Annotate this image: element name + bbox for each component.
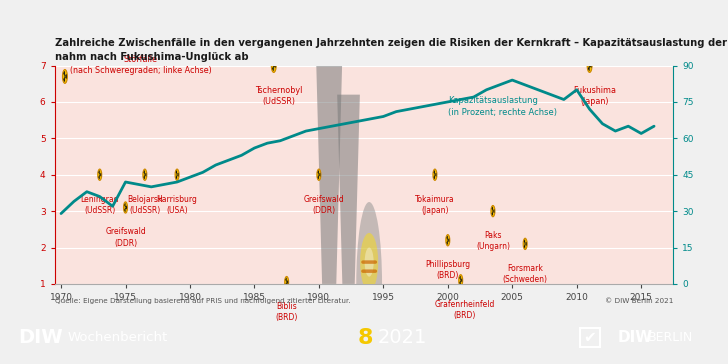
Wedge shape — [63, 78, 65, 82]
Text: ✔: ✔ — [584, 330, 596, 345]
Text: 8: 8 — [358, 328, 373, 348]
Text: Tschernobyl
(UdSSR): Tschernobyl (UdSSR) — [256, 86, 303, 106]
Text: Quelle: Eigene Darstellung basierend auf PRIS und nachfolgend zitierter Literatu: Quelle: Eigene Darstellung basierend auf… — [55, 298, 350, 304]
Wedge shape — [524, 245, 525, 248]
Circle shape — [144, 173, 146, 177]
Wedge shape — [317, 170, 319, 174]
Wedge shape — [434, 175, 435, 179]
Circle shape — [285, 277, 288, 288]
Circle shape — [272, 59, 276, 72]
Text: Paks
(Ungarn): Paks (Ungarn) — [476, 231, 510, 251]
Circle shape — [459, 274, 463, 286]
Circle shape — [447, 238, 448, 242]
Text: Fukushima
(Japan): Fukushima (Japan) — [573, 86, 617, 106]
Text: Harrisburg
(USA): Harrisburg (USA) — [157, 195, 197, 215]
Ellipse shape — [360, 233, 378, 291]
Wedge shape — [461, 278, 462, 282]
Wedge shape — [590, 63, 592, 68]
Wedge shape — [459, 281, 461, 285]
Circle shape — [446, 234, 450, 246]
Wedge shape — [175, 170, 177, 174]
Circle shape — [523, 238, 527, 250]
Text: 2021: 2021 — [378, 328, 427, 347]
Text: Belojarsk
(UdSSR): Belojarsk (UdSSR) — [127, 195, 162, 215]
Circle shape — [64, 74, 66, 79]
Wedge shape — [588, 67, 590, 71]
Text: Leningrad
(UdSSR): Leningrad (UdSSR) — [81, 195, 119, 215]
Ellipse shape — [356, 202, 382, 364]
Wedge shape — [124, 203, 125, 207]
Text: Kapazitätsauslastung
(in Prozent; rechte Achse): Kapazitätsauslastung (in Prozent; rechte… — [448, 96, 557, 116]
Wedge shape — [124, 208, 125, 212]
Wedge shape — [446, 236, 448, 240]
Circle shape — [286, 280, 288, 284]
Wedge shape — [285, 278, 287, 281]
Wedge shape — [126, 205, 127, 210]
Circle shape — [491, 205, 495, 217]
Circle shape — [98, 169, 102, 180]
Text: © DIW Berlin 2021: © DIW Berlin 2021 — [605, 298, 673, 304]
Wedge shape — [588, 60, 590, 64]
Wedge shape — [143, 170, 145, 174]
Wedge shape — [274, 63, 276, 68]
Text: DIW: DIW — [618, 330, 653, 345]
Wedge shape — [448, 238, 449, 242]
Wedge shape — [446, 241, 448, 245]
Circle shape — [125, 206, 126, 209]
Text: Tokaimura
(Japan): Tokaimura (Japan) — [415, 195, 455, 215]
Circle shape — [124, 202, 127, 213]
Wedge shape — [63, 71, 65, 75]
Wedge shape — [66, 74, 67, 79]
Text: Greifswald
(DDR): Greifswald (DDR) — [304, 195, 344, 215]
Text: Grafenrheinfeld
(BRD): Grafenrheinfeld (BRD) — [435, 300, 495, 320]
Circle shape — [589, 63, 590, 68]
Wedge shape — [317, 175, 319, 179]
Text: DIW: DIW — [18, 328, 63, 347]
Wedge shape — [491, 207, 493, 210]
Polygon shape — [337, 95, 360, 284]
Circle shape — [175, 169, 179, 180]
Circle shape — [63, 70, 68, 83]
Text: Störfälle
(nach Schweregraden; linke Achse): Störfälle (nach Schweregraden; linke Ach… — [70, 55, 212, 75]
Polygon shape — [316, 66, 342, 284]
Text: Greifswald
(DDR): Greifswald (DDR) — [105, 228, 146, 248]
Wedge shape — [524, 240, 525, 243]
Text: Biblis
(BRD): Biblis (BRD) — [275, 302, 298, 322]
Text: Forsmark
(Schweden): Forsmark (Schweden) — [502, 264, 547, 284]
Text: Zahlreiche Zwischenfälle in den vergangenen Jahrzehnten zeigen die Risiken der K: Zahlreiche Zwischenfälle in den vergange… — [55, 38, 728, 62]
Circle shape — [492, 209, 494, 213]
Wedge shape — [175, 175, 177, 179]
Circle shape — [433, 169, 437, 180]
Text: Wochenbericht: Wochenbericht — [68, 331, 168, 344]
Circle shape — [460, 278, 462, 282]
Circle shape — [587, 59, 592, 72]
Wedge shape — [435, 173, 437, 177]
Wedge shape — [98, 175, 100, 179]
Circle shape — [176, 173, 178, 177]
Circle shape — [273, 63, 274, 68]
Wedge shape — [287, 280, 288, 284]
Circle shape — [99, 173, 100, 177]
Wedge shape — [285, 283, 287, 286]
Wedge shape — [98, 170, 100, 174]
Circle shape — [317, 169, 321, 180]
Circle shape — [318, 173, 320, 177]
Wedge shape — [143, 175, 145, 179]
Circle shape — [525, 242, 526, 246]
Wedge shape — [491, 212, 493, 215]
Text: BERLIN: BERLIN — [648, 331, 693, 344]
Wedge shape — [434, 170, 435, 174]
Ellipse shape — [365, 248, 373, 277]
Wedge shape — [272, 67, 274, 71]
Wedge shape — [272, 60, 274, 64]
Text: Phillipsburg
(BRD): Phillipsburg (BRD) — [425, 260, 470, 280]
Circle shape — [143, 169, 147, 180]
Wedge shape — [100, 173, 101, 177]
Wedge shape — [459, 276, 461, 280]
